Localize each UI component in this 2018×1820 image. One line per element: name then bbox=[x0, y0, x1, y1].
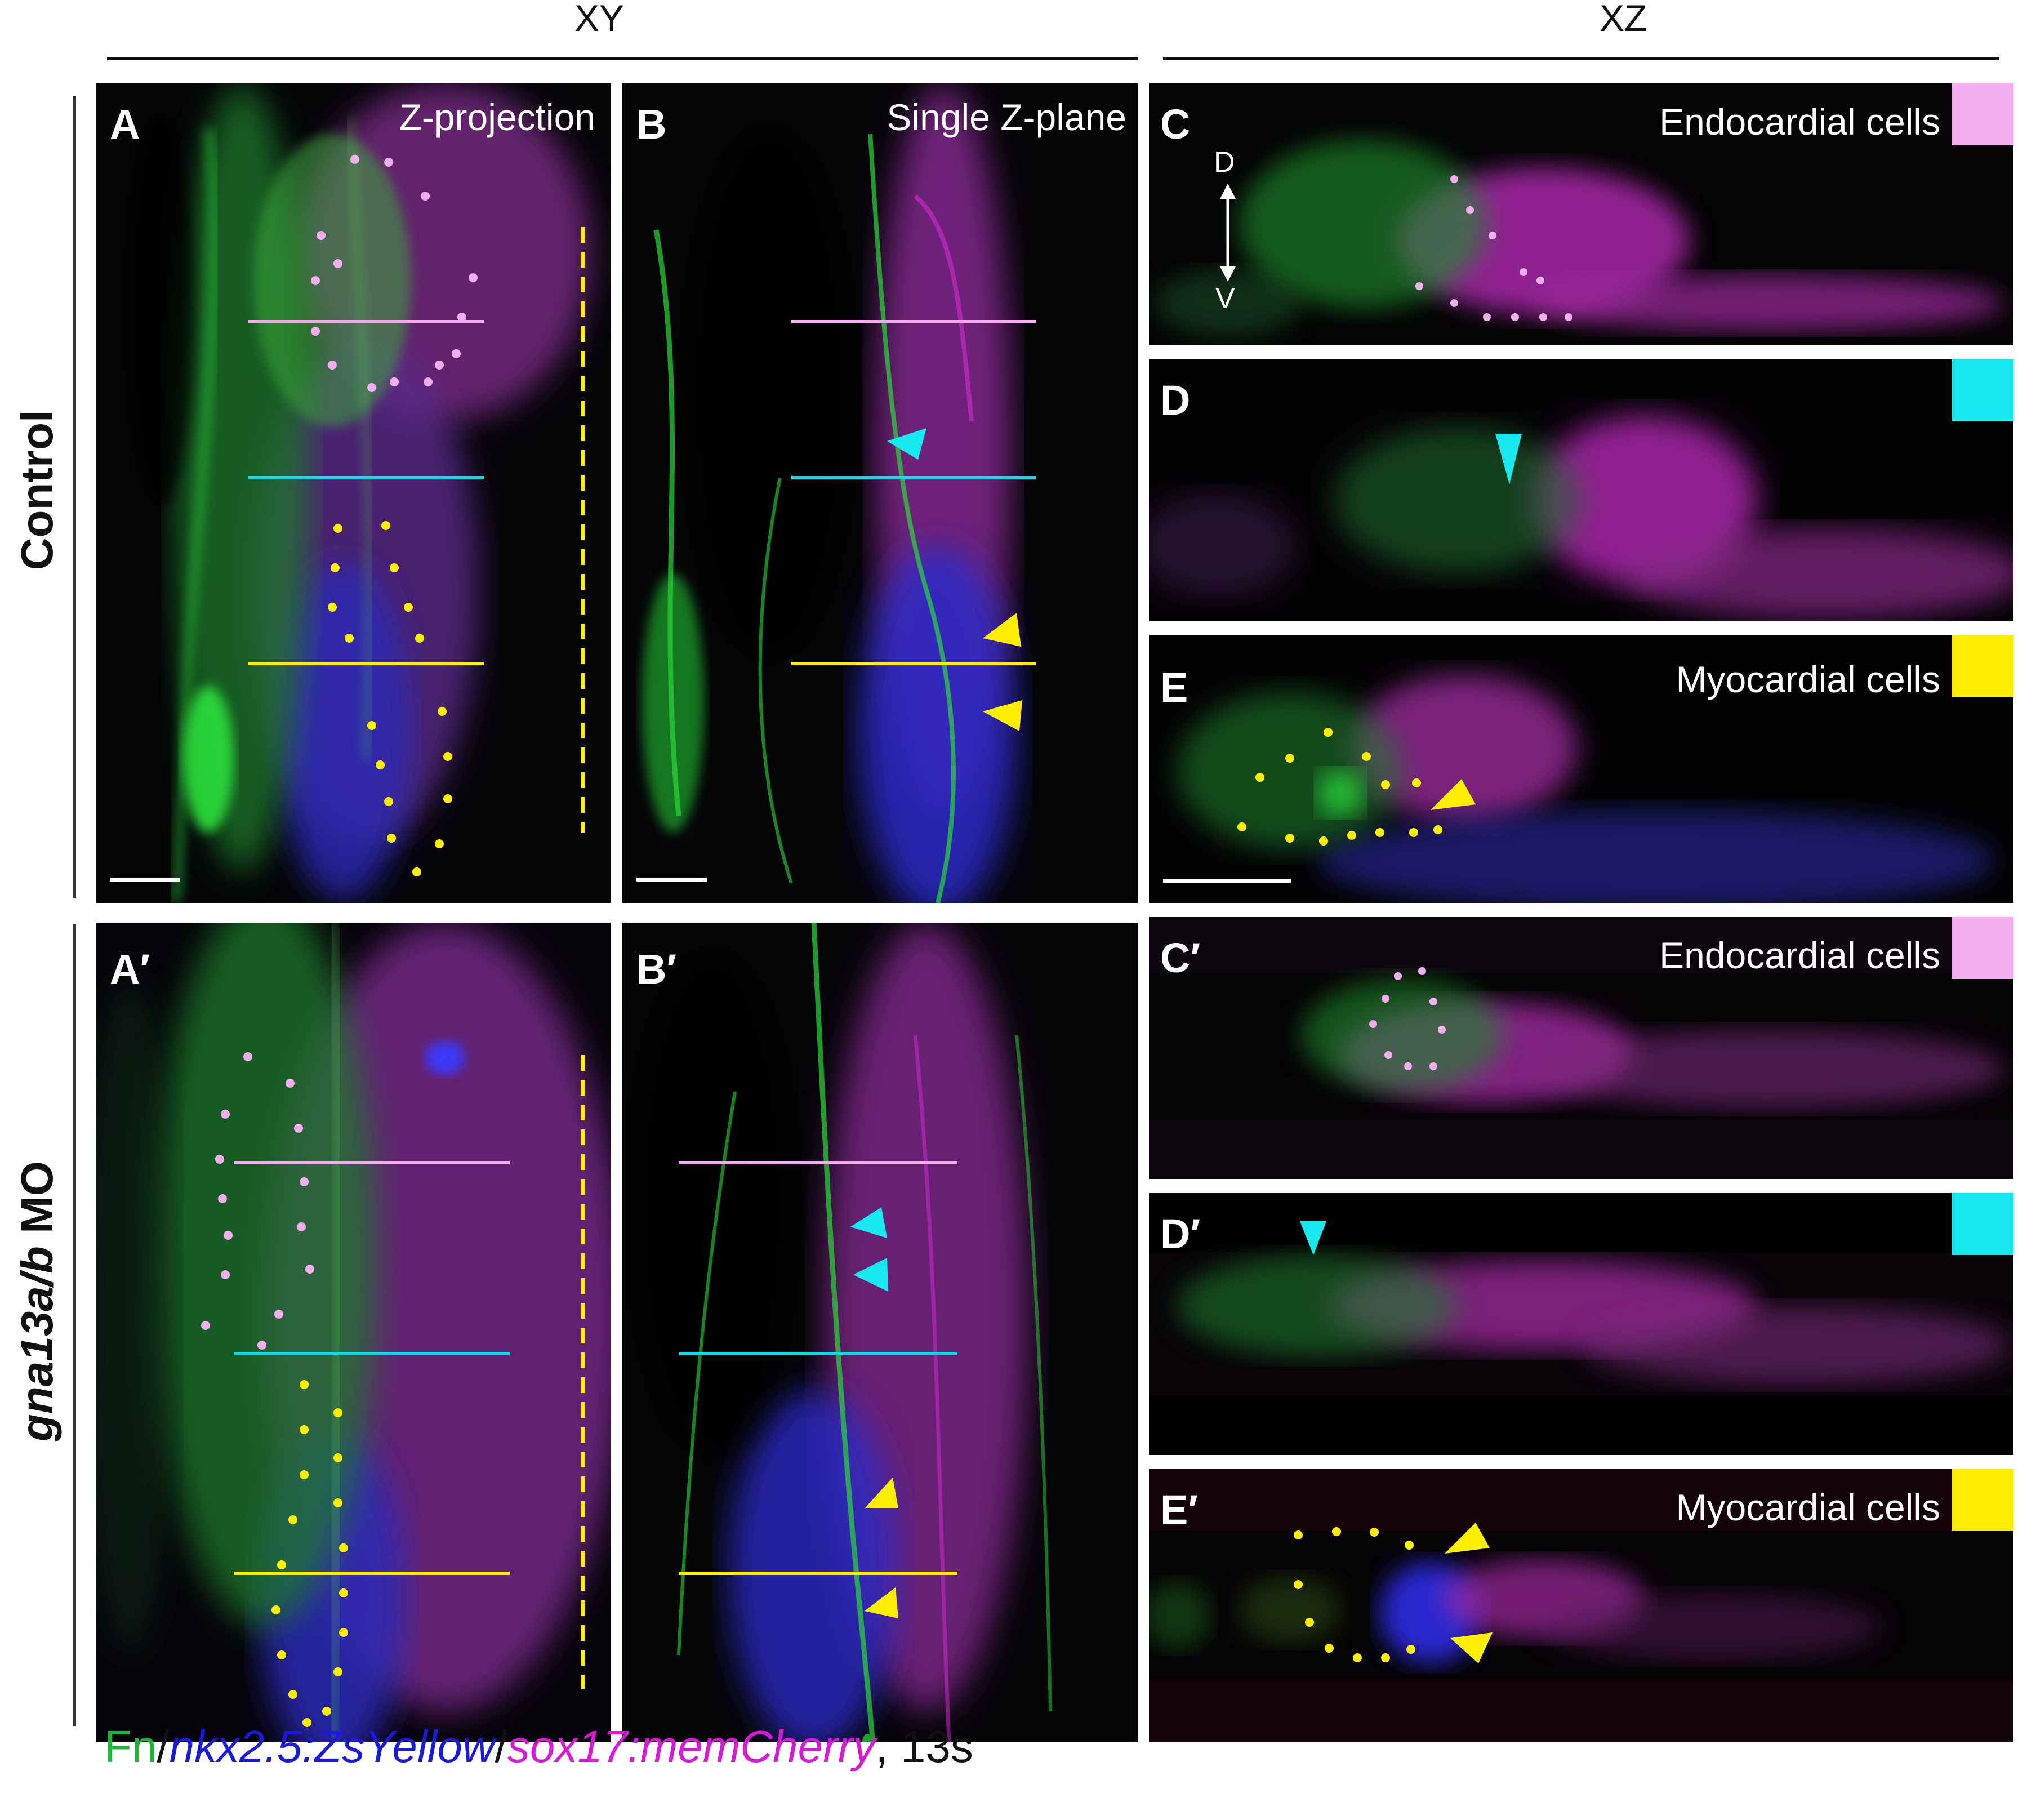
cyan-swatch bbox=[1952, 1193, 2013, 1255]
arrowhead-icon bbox=[850, 1207, 887, 1238]
panel-e-micrograph bbox=[1149, 635, 2013, 903]
xz-header: XZ bbox=[1600, 0, 1647, 39]
panel-b-prime-label: B′ bbox=[636, 946, 677, 993]
panel-e-prime-label: E′ bbox=[1160, 1487, 1199, 1533]
arrowhead-icon bbox=[865, 1478, 898, 1508]
panel-a-image: A Z-projection bbox=[96, 83, 611, 903]
panel-b-image: B Single Z-plane bbox=[622, 83, 1138, 903]
panel-a-label: A bbox=[110, 101, 140, 148]
dorsal-label: D bbox=[1214, 146, 1235, 179]
panel-c-prime-micrograph bbox=[1149, 917, 2013, 1179]
panel-d-micrograph bbox=[1149, 359, 2013, 621]
panel-d-prime-label: D′ bbox=[1160, 1211, 1201, 1257]
stain-legend: Fn/nkx2.5:ZsYellow/sox17:memCherry, 13s bbox=[104, 1721, 973, 1773]
double-arrow-icon bbox=[1220, 184, 1236, 282]
legend-fn: Fn bbox=[104, 1721, 157, 1772]
mo-gene-name: gna13a/b bbox=[12, 1246, 62, 1441]
ventral-label: V bbox=[1215, 282, 1235, 315]
panel-a-prime-label: A′ bbox=[110, 946, 150, 993]
panel-e-prime-caption: Myocardial cells bbox=[1676, 1487, 1940, 1528]
cyan-swatch bbox=[1952, 359, 2013, 421]
panel-b-caption: Single Z-plane bbox=[887, 96, 1126, 138]
panel-a-caption: Z-projection bbox=[399, 96, 595, 138]
xy-header-rule bbox=[107, 57, 1138, 60]
panel-c-prime-label: C′ bbox=[1160, 935, 1201, 981]
panel-e-prime-image: E′ Myocardial cells bbox=[1149, 1469, 2013, 1742]
arrowhead-icon bbox=[1495, 434, 1522, 484]
scale-bar bbox=[636, 878, 707, 882]
arrowhead-icon bbox=[1450, 1632, 1493, 1663]
panel-c-prime-caption: Endocardial cells bbox=[1659, 935, 1940, 976]
xy-header: XY bbox=[574, 0, 625, 39]
panel-d-prime-micrograph bbox=[1149, 1193, 2013, 1455]
panel-b-prime-image: B′ bbox=[622, 923, 1138, 1742]
panel-d-prime-image: D′ bbox=[1149, 1193, 2013, 1455]
arrowhead-icon bbox=[1300, 1221, 1326, 1255]
panel-c-micrograph bbox=[1149, 83, 2013, 345]
endocardial-swatch bbox=[1952, 917, 2013, 979]
panel-c-caption: Endocardial cells bbox=[1659, 101, 1940, 143]
arrowhead-icon bbox=[865, 1587, 898, 1618]
panel-e-prime-micrograph bbox=[1149, 1469, 2013, 1742]
panel-a-prime-image: A′ bbox=[96, 923, 611, 1742]
control-row-rule bbox=[73, 96, 76, 898]
xz-header-rule bbox=[1163, 57, 1999, 60]
scale-bar bbox=[1163, 879, 1291, 883]
endocardial-swatch bbox=[1952, 83, 2013, 145]
panel-c-label: C bbox=[1160, 101, 1191, 148]
scale-bar bbox=[110, 878, 180, 882]
panel-e-caption: Myocardial cells bbox=[1676, 658, 1940, 700]
panel-b-prime-micrograph bbox=[622, 923, 1138, 1742]
panel-d-image: D bbox=[1149, 359, 2013, 621]
panel-e-label: E bbox=[1160, 664, 1188, 711]
myocardial-swatch bbox=[1952, 1469, 2013, 1531]
arrowhead-icon bbox=[1431, 779, 1476, 810]
arrowhead-icon bbox=[1445, 1523, 1490, 1554]
panel-a-micrograph bbox=[96, 83, 611, 903]
legend-nkx: nkx2.5:ZsYellow bbox=[169, 1721, 495, 1772]
arrowhead-icon bbox=[887, 428, 926, 460]
legend-sox: sox17:memCherry bbox=[507, 1721, 876, 1772]
arrowhead-icon bbox=[983, 613, 1021, 647]
panel-b-micrograph bbox=[622, 83, 1138, 903]
panel-b-label: B bbox=[636, 101, 667, 148]
arrowhead-icon bbox=[853, 1258, 888, 1292]
panel-c-image: C Endocardial cells D V bbox=[1149, 83, 2013, 345]
mo-row-rule bbox=[73, 924, 76, 1726]
panel-d-label: D bbox=[1160, 377, 1191, 424]
legend-stage: , 13s bbox=[875, 1721, 973, 1772]
control-row-label: Control bbox=[12, 410, 62, 571]
panel-a-prime-micrograph bbox=[96, 923, 611, 1742]
mo-row-label: gna13a/b MO bbox=[11, 1093, 68, 1510]
legend-sep-2: / bbox=[495, 1721, 507, 1772]
panel-c-prime-image: C′ Endocardial cells bbox=[1149, 917, 2013, 1179]
mo-suffix: MO bbox=[12, 1161, 62, 1247]
panel-e-image: E Myocardial cells bbox=[1149, 635, 2013, 903]
legend-sep-1: / bbox=[157, 1721, 170, 1772]
arrowhead-icon bbox=[983, 700, 1022, 731]
myocardial-swatch bbox=[1952, 635, 2013, 697]
